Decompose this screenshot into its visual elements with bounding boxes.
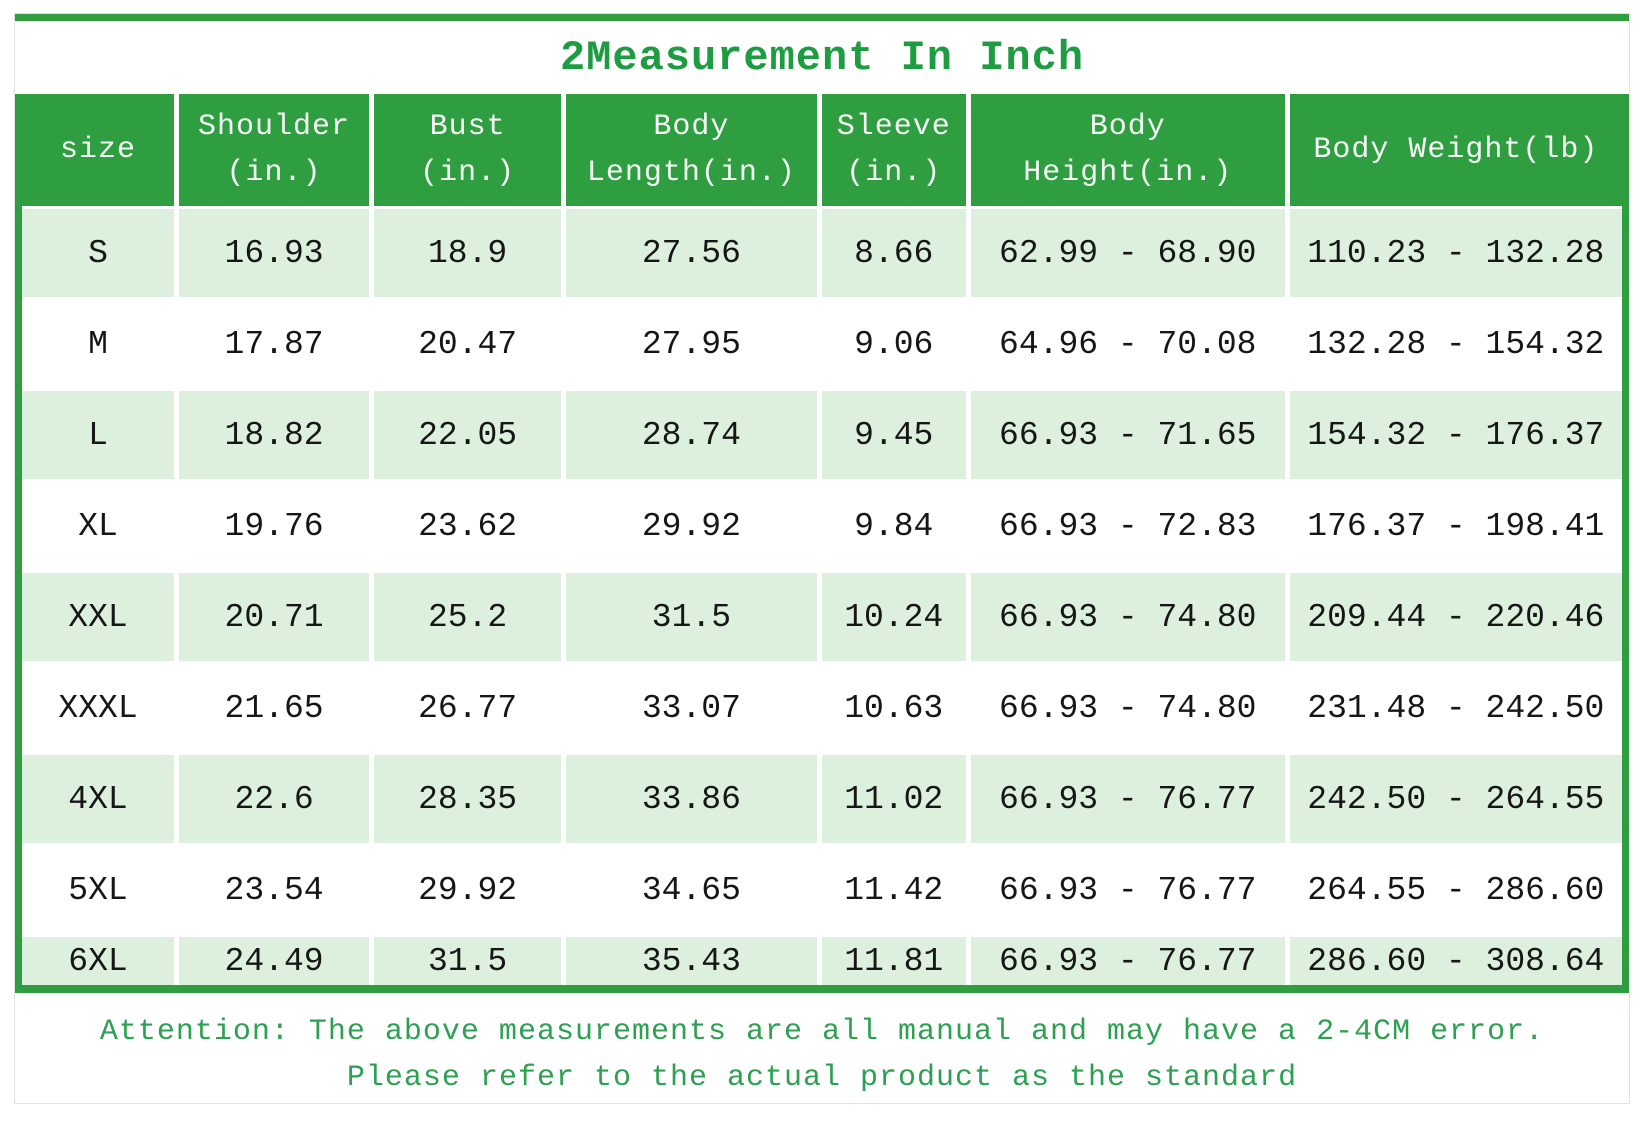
value-cell: 29.92 <box>418 871 518 909</box>
table-row: M 17.87 20.47 27.95 9.06 64.96 - 70.08 132.28 … <box>22 300 1622 388</box>
value-cell: 286.60 - 308.64 <box>1289 937 1622 985</box>
value-cell: 9.45 <box>821 391 966 479</box>
value-cell: 66.93 - 74.80 <box>999 689 1257 727</box>
size-cell: 5XL <box>68 871 128 909</box>
size-cell: S <box>22 209 175 297</box>
value-cell: 132.28 - 154.32 <box>1307 325 1605 363</box>
value-cell: 11.42 <box>844 871 944 909</box>
value-cell: 231.48 - 242.50 <box>1307 689 1605 727</box>
value-cell: 35.43 <box>566 937 817 985</box>
value-cell: 24.49 <box>179 937 370 985</box>
page-title: 2Measurement In Inch <box>559 33 1085 82</box>
value-cell: 9.06 <box>854 325 934 363</box>
value-cell: 26.77 <box>418 689 518 727</box>
value-cell: 10.24 <box>821 573 966 661</box>
column-header: Bust (in.) <box>374 94 562 206</box>
value-cell: 11.81 <box>821 937 966 985</box>
value-cell: 33.86 <box>566 755 817 843</box>
note-line-1: Attention: The above measurements are al… <box>99 1015 1545 1049</box>
size-cell: 6XL <box>22 937 175 985</box>
value-cell: 66.93 - 72.83 <box>999 507 1257 545</box>
value-cell: 19.76 <box>224 507 324 545</box>
size-chart-sheet: 2Measurement In Inch size Shoulder (in.) B… <box>14 13 1630 1104</box>
value-cell: 110.23 - 132.28 <box>1289 209 1622 297</box>
table-row: L 18.82 22.05 28.74 9.45 66.93 - 71.65 154.32 … <box>22 391 1622 479</box>
size-cell: M <box>88 325 108 363</box>
value-cell: 66.93 - 76.77 <box>970 937 1285 985</box>
value-cell: 64.96 - 70.08 <box>999 325 1257 363</box>
value-cell: 27.95 <box>641 325 741 363</box>
column-header: Sleeve (in.) <box>821 94 966 206</box>
value-cell: 11.02 <box>821 755 966 843</box>
table-header-row: size Shoulder (in.) Bust (in.) Body Length(… <box>22 94 1622 206</box>
title-row: 2Measurement In Inch <box>15 21 1629 94</box>
value-cell: 22.6 <box>179 755 370 843</box>
size-cell: L <box>22 391 175 479</box>
value-cell: 25.2 <box>374 573 562 661</box>
attention-note: Attention: The above measurements are al… <box>15 993 1629 1101</box>
column-header: size <box>22 94 175 206</box>
note-line-2: Please refer to the actual product as th… <box>346 1061 1298 1095</box>
size-cell: XXXL <box>58 689 138 727</box>
value-cell: 8.66 <box>821 209 966 297</box>
value-cell: 23.54 <box>224 871 324 909</box>
value-cell: 176.37 - 198.41 <box>1307 507 1605 545</box>
value-cell: 66.93 - 76.77 <box>970 755 1285 843</box>
table-row: 6XL 24.49 31.5 35.43 11.81 66.93 - 76.77 286.6… <box>22 937 1622 985</box>
value-cell: 21.65 <box>224 689 324 727</box>
value-cell: 23.62 <box>418 507 518 545</box>
top-border-bar <box>15 14 1629 21</box>
value-cell: 66.93 - 76.77 <box>999 871 1257 909</box>
value-cell: 154.32 - 176.37 <box>1289 391 1622 479</box>
value-cell: 29.92 <box>641 507 741 545</box>
size-cell: XXL <box>22 573 175 661</box>
value-cell: 242.50 - 264.55 <box>1289 755 1622 843</box>
value-cell: 20.47 <box>418 325 518 363</box>
value-cell: 66.93 - 71.65 <box>970 391 1285 479</box>
column-header: Body Length(in.) <box>566 94 817 206</box>
table-row: 5XL 23.54 29.92 34.65 11.42 66.93 - 76.77 264.… <box>22 846 1622 934</box>
table-row: S 16.93 18.9 27.56 8.66 62.99 - 68.90 110.23 -… <box>22 209 1622 297</box>
value-cell: 209.44 - 220.46 <box>1289 573 1622 661</box>
value-cell: 264.55 - 286.60 <box>1307 871 1605 909</box>
value-cell: 28.35 <box>374 755 562 843</box>
table-row: XXL 20.71 25.2 31.5 10.24 66.93 - 74.80 209.44… <box>22 573 1622 661</box>
value-cell: 66.93 - 74.80 <box>970 573 1285 661</box>
value-cell: 31.5 <box>566 573 817 661</box>
size-cell: XL <box>78 507 118 545</box>
value-cell: 33.07 <box>641 689 741 727</box>
column-header: Body Height(in.) <box>970 94 1285 206</box>
value-cell: 9.84 <box>854 507 934 545</box>
measurement-table: size Shoulder (in.) Bust (in.) Body Length(… <box>15 94 1629 993</box>
size-cell: 4XL <box>22 755 175 843</box>
value-cell: 10.63 <box>844 689 944 727</box>
value-cell: 28.74 <box>566 391 817 479</box>
column-header: Body Weight(lb) <box>1289 94 1622 206</box>
value-cell: 18.82 <box>179 391 370 479</box>
value-cell: 20.71 <box>179 573 370 661</box>
value-cell: 17.87 <box>224 325 324 363</box>
value-cell: 62.99 - 68.90 <box>970 209 1285 297</box>
value-cell: 18.9 <box>374 209 562 297</box>
value-cell: 16.93 <box>179 209 370 297</box>
column-header: Shoulder (in.) <box>179 94 370 206</box>
table-row: 4XL 22.6 28.35 33.86 11.02 66.93 - 76.77 242.5… <box>22 755 1622 843</box>
value-cell: 22.05 <box>374 391 562 479</box>
value-cell: 31.5 <box>374 937 562 985</box>
table-row: XXXL 21.65 26.77 33.07 10.63 66.93 - 74.80 231… <box>22 664 1622 752</box>
value-cell: 34.65 <box>641 871 741 909</box>
table-body: S 16.93 18.9 27.56 8.66 62.99 - 68.90 110.23 -… <box>22 209 1622 985</box>
value-cell: 27.56 <box>566 209 817 297</box>
table-row: XL 19.76 23.62 29.92 9.84 66.93 - 72.83 176.37… <box>22 482 1622 570</box>
